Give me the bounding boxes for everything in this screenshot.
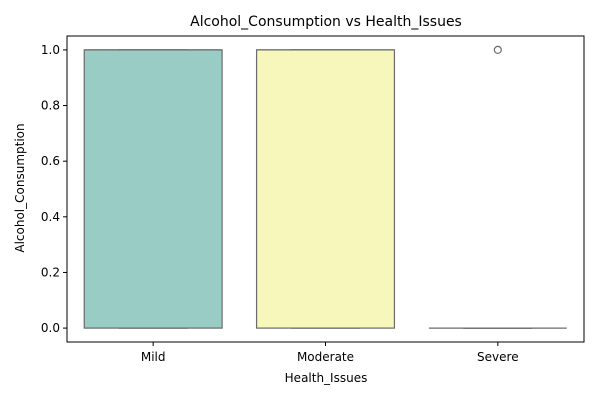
- x-tick-label: Severe: [477, 350, 519, 364]
- y-tick-label: 0.0: [41, 321, 60, 335]
- x-tick-label: Mild: [141, 350, 166, 364]
- outlier-point: [493, 45, 502, 55]
- y-tick-label: 0.6: [41, 154, 60, 168]
- y-axis-label: Alcohol_Consumption: [13, 123, 27, 252]
- x-axis-label: Health_Issues: [285, 371, 368, 385]
- x-tick-label: Moderate: [297, 350, 354, 364]
- plot-area: 0.0 0.2 0.4 0.6 0.8 1.0 Mild Moderate Severe: [41, 35, 585, 364]
- y-tick-label: 0.4: [41, 210, 60, 224]
- y-tick-label: 1.0: [41, 43, 60, 57]
- y-tick-label: 0.8: [41, 99, 60, 113]
- box-moderate: [255, 49, 396, 329]
- y-tick-label: 0.2: [41, 265, 60, 279]
- chart-title: Alcohol_Consumption vs Health_Issues: [190, 14, 462, 30]
- box-mild: [83, 49, 223, 329]
